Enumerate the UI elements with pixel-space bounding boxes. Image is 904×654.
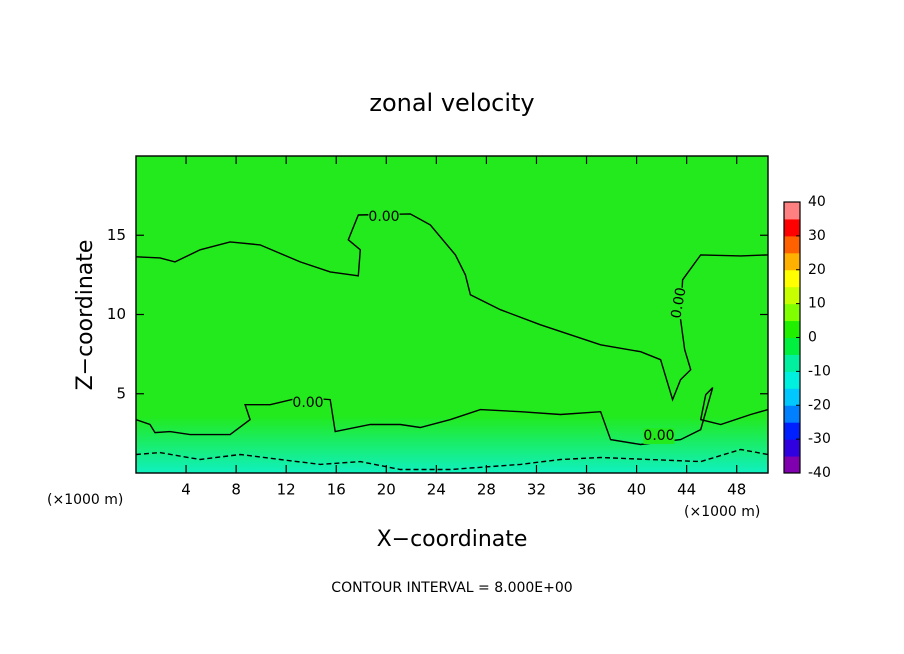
colorbar-segment (784, 422, 800, 440)
x-tick-label: 12 (277, 481, 296, 499)
x-tick-label: 16 (327, 481, 346, 499)
colorbar-segment (784, 354, 800, 372)
x-tick-label: 28 (477, 481, 496, 499)
x-tick-label: 8 (231, 481, 241, 499)
x-tick-label: 4 (181, 481, 191, 499)
colorbar-segment (784, 252, 800, 271)
contour-line (135, 213, 769, 402)
colorbar-tick-label: -20 (808, 397, 831, 413)
colorbar-segment (784, 303, 800, 322)
colorbar-segment (784, 371, 800, 389)
y-tick-label: 5 (116, 384, 126, 402)
colorbar-tick-label: -10 (808, 363, 831, 379)
colorbar-tick-label: 40 (808, 194, 826, 210)
colorbar-segment (784, 269, 800, 288)
contour-label-bg (368, 209, 400, 225)
colorbar-tick-label: -40 (808, 465, 831, 481)
colorbar-segment (784, 218, 800, 237)
x-tick-label: 40 (627, 481, 646, 499)
colorbar-segment (784, 286, 800, 305)
contour-line (135, 387, 769, 446)
y-axis-label: Z−coordinate (73, 240, 98, 391)
colorbar-tick-label: 10 (808, 296, 826, 312)
y-tick-label: 15 (107, 226, 126, 244)
colorbar-segment (784, 405, 800, 423)
x-tick-label: 24 (427, 481, 446, 499)
colorbar-tick-label: 20 (808, 262, 826, 278)
contour-line (135, 448, 769, 471)
annotation: CONTOUR INTERVAL = 8.000E+00 (331, 580, 572, 596)
chart-title: zonal velocity (369, 89, 534, 117)
contour-label-bg (668, 286, 690, 320)
field-low (136, 156, 768, 473)
x-tick-label: 44 (677, 481, 696, 499)
colorbar-segment (784, 388, 800, 406)
colorbar-segment (784, 235, 800, 254)
colorbar-segment (784, 202, 800, 220)
contour-label: 0.00 (668, 286, 689, 319)
contour-label: 0.00 (368, 209, 399, 225)
colorbar-segment (784, 337, 800, 355)
y-tick-label: 10 (107, 305, 126, 323)
colorbar-tick-label: -30 (808, 431, 831, 447)
x-tick-label: 20 (377, 481, 396, 499)
colorbar-tick-label: 30 (808, 228, 826, 244)
x-tick-label: 48 (727, 481, 746, 499)
colorbar-segment (784, 439, 800, 457)
x-axis-label: X−coordinate (377, 527, 528, 552)
contour-label: 0.00 (643, 428, 674, 444)
colorbar-segment (784, 456, 800, 474)
x-tick-label: 32 (527, 481, 546, 499)
x-unit-label: (×1000 m) (47, 492, 123, 508)
x-unit-label: (×1000 m) (684, 504, 760, 520)
contour-label-bg (292, 395, 324, 411)
colorbar-segment (784, 320, 800, 338)
contour-label: 0.00 (292, 395, 323, 411)
contour-label-bg (643, 428, 675, 444)
x-tick-label: 36 (577, 481, 596, 499)
colorbar-tick-label: 0 (808, 330, 817, 346)
